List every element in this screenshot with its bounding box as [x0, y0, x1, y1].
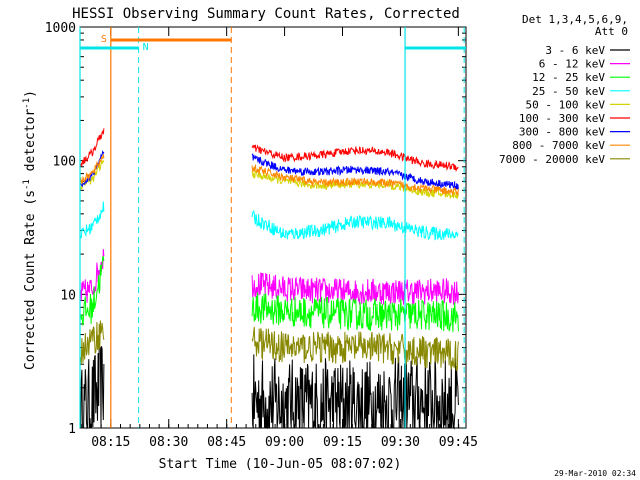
series-line-7000-20000-kev: [251, 326, 459, 371]
x-tick-label: 09:30: [381, 435, 420, 450]
series-line-100-300-kev: [80, 128, 105, 167]
y-tick-label: 100: [53, 155, 76, 170]
x-tick-label: 08:45: [207, 435, 246, 450]
legend-label: 12 - 25 keV: [532, 71, 605, 84]
footer-timestamp: 29-Mar-2010 02:34: [554, 469, 636, 478]
legend-label: 3 - 6 keV: [545, 44, 605, 57]
series-line-800-7000-kev: [80, 154, 105, 184]
legend-label: 6 - 12 keV: [539, 58, 606, 71]
series-line-12-25-kev: [251, 292, 459, 333]
y-tick-label: 1000: [45, 21, 76, 36]
series-line-25-50-kev: [80, 201, 105, 239]
x-tick-label: 09:45: [439, 435, 478, 450]
x-axis-label: Start Time (10-Jun-05 08:07:02): [159, 457, 402, 472]
series-line-100-300-kev: [251, 144, 459, 173]
legend-label: 25 - 50 keV: [532, 85, 605, 98]
legend-label: 300 - 800 keV: [519, 126, 605, 139]
y-tick-label: 10: [60, 288, 76, 303]
x-tick-label: 09:15: [323, 435, 362, 450]
legend-header: Det 1,3,4,5,6,9,: [522, 13, 628, 26]
plot-area: 1 10 100 1000 08:15 08:30 08:45 09:00 09:15 09:30…: [45, 21, 478, 450]
series-line-25-50-kev: [251, 209, 459, 241]
x-tick-label: 08:15: [91, 435, 130, 450]
series-line-12-25-kev: [80, 255, 105, 326]
series-line-6-12-kev: [251, 272, 459, 305]
series-line-800-7000-kev: [251, 163, 459, 197]
legend-label: 800 - 7000 keV: [512, 139, 605, 152]
x-tick-label: 09:00: [265, 435, 304, 450]
legend-label: 50 - 100 keV: [526, 98, 606, 111]
legend-header: Att 0: [595, 25, 628, 38]
series-line-300-800-kev: [251, 152, 459, 190]
night-label: N: [143, 42, 149, 53]
legend-label: 100 - 300 keV: [519, 112, 605, 125]
saa-label: S: [101, 34, 107, 45]
legend-label: 7000 - 20000 keV: [499, 153, 605, 166]
y-tick-label: 1: [68, 422, 76, 437]
chart-title: HESSI Observing Summary Count Rates, Cor…: [72, 6, 460, 22]
y-axis-label: Corrected Count Rate (s-1 detector-1): [22, 90, 38, 370]
series-line-3-6-kev: [251, 354, 459, 430]
series-line-7000-20000-kev: [80, 320, 105, 365]
x-tick-label: 08:30: [149, 435, 188, 450]
